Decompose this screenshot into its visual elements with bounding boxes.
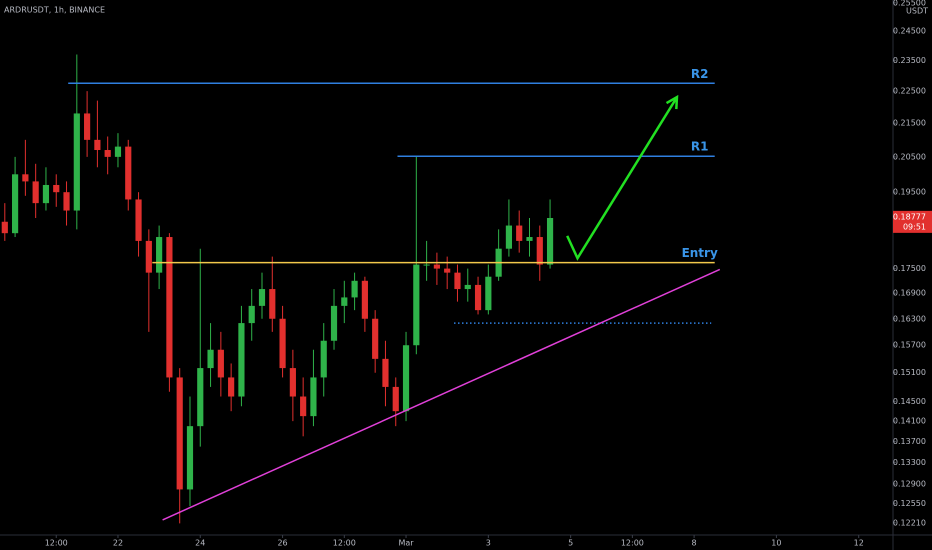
y-tick-label: 0.15100 xyxy=(893,368,926,377)
y-tick-label: 0.22500 xyxy=(893,87,926,96)
candle-body xyxy=(53,184,60,193)
y-tick-label: 0.14500 xyxy=(893,397,926,406)
y-tick-label: 0.15700 xyxy=(893,341,926,350)
candle-body xyxy=(310,377,317,417)
candle-body xyxy=(361,280,368,319)
candle-body xyxy=(526,237,533,241)
candle-body xyxy=(248,305,255,324)
candle-body xyxy=(372,318,379,359)
candle-body xyxy=(474,284,482,311)
y-tick-label: 0.23500 xyxy=(893,56,926,65)
x-tick-label: 24 xyxy=(195,539,205,548)
candle-body xyxy=(258,289,266,306)
x-tick-label: 12:00 xyxy=(333,539,356,548)
candle-body xyxy=(73,113,80,211)
chart-title: ARDRUSDT, 1h, BINANCE xyxy=(4,6,105,15)
candle-body xyxy=(485,276,492,311)
candle-body xyxy=(516,225,523,241)
y-tick-label: 0.14100 xyxy=(893,417,926,426)
currency-label: USDT xyxy=(906,7,928,16)
y-tick-label: 0.13300 xyxy=(893,458,926,467)
x-tick-label: 12:00 xyxy=(621,539,644,548)
y-tick-label: 0.19500 xyxy=(893,188,926,197)
candle-body xyxy=(145,240,152,273)
candle-body xyxy=(22,174,29,182)
y-tick-label: 0.12900 xyxy=(893,479,926,488)
y-tick-label: 0.25500 xyxy=(893,0,926,7)
y-tick-label: 0.17500 xyxy=(893,264,926,273)
candle-body xyxy=(341,297,348,306)
candle-body xyxy=(238,323,245,397)
y-tick-label: 0.13700 xyxy=(893,437,926,446)
candle-body xyxy=(289,368,296,397)
candle-body xyxy=(423,264,430,266)
candle-body xyxy=(536,237,543,265)
candle-body xyxy=(12,174,19,234)
y-tick-label: 0.24500 xyxy=(893,27,926,36)
candle-body xyxy=(166,237,173,378)
drawing-label: Entry xyxy=(682,246,718,260)
candle-body xyxy=(1,221,8,234)
candle-body xyxy=(114,146,122,157)
price-label-time: 09:51 xyxy=(903,222,926,231)
candle-body xyxy=(279,318,286,369)
candle-body xyxy=(392,386,399,412)
drawing-label: R2 xyxy=(691,67,709,81)
x-tick-label: 8 xyxy=(692,539,697,548)
candle-body xyxy=(176,377,183,490)
y-tick-label: 0.21500 xyxy=(893,119,926,128)
arrow-head xyxy=(665,94,679,110)
price-label: 0.18777 xyxy=(893,212,926,221)
x-tick-label: 5 xyxy=(568,539,573,548)
candle-body xyxy=(217,349,224,378)
x-tick-label: Mar xyxy=(398,539,414,548)
y-tick-label: 0.20500 xyxy=(893,152,926,161)
candle-body xyxy=(382,358,389,387)
price-label-box xyxy=(893,210,932,233)
y-tick-label: 0.12550 xyxy=(893,499,926,508)
y-tick-label: 0.16300 xyxy=(893,314,926,323)
candle-body xyxy=(300,396,307,417)
candle-body xyxy=(186,426,194,490)
candle-body xyxy=(197,368,204,427)
candle-body xyxy=(320,340,327,378)
x-tick-label: 3 xyxy=(486,539,491,548)
candle-body xyxy=(330,305,338,341)
candle-body xyxy=(63,192,70,211)
candle-body xyxy=(269,289,276,319)
candle-body xyxy=(32,181,39,204)
drawing-label: R1 xyxy=(691,140,709,154)
candle-body xyxy=(505,225,513,249)
y-tick-label: 0.12210 xyxy=(893,518,926,527)
x-tick-label: 12:00 xyxy=(45,539,68,548)
x-tick-label: 10 xyxy=(771,539,781,548)
arrow xyxy=(566,96,679,261)
candle-body xyxy=(546,217,554,265)
candle-body xyxy=(351,280,358,298)
candle-body xyxy=(104,150,111,157)
candle-body xyxy=(433,264,440,269)
candle-body xyxy=(42,184,50,204)
drawing-line xyxy=(162,268,721,521)
x-tick-label: 12 xyxy=(854,539,864,548)
y-tick-label: 0.16900 xyxy=(893,289,926,298)
x-tick-label: 22 xyxy=(113,539,123,548)
candle-body xyxy=(135,199,142,241)
candle-body xyxy=(156,237,163,273)
candle-body xyxy=(402,345,410,412)
candle-body xyxy=(413,264,420,346)
candle-body xyxy=(444,268,451,273)
candle-body xyxy=(207,349,214,369)
x-tick-label: 26 xyxy=(277,539,287,548)
candle-body xyxy=(94,139,101,151)
candle-body xyxy=(84,113,91,140)
candle-body xyxy=(125,146,132,200)
candle-body xyxy=(464,284,471,290)
candle-body xyxy=(454,272,461,290)
candle-body xyxy=(228,377,235,397)
